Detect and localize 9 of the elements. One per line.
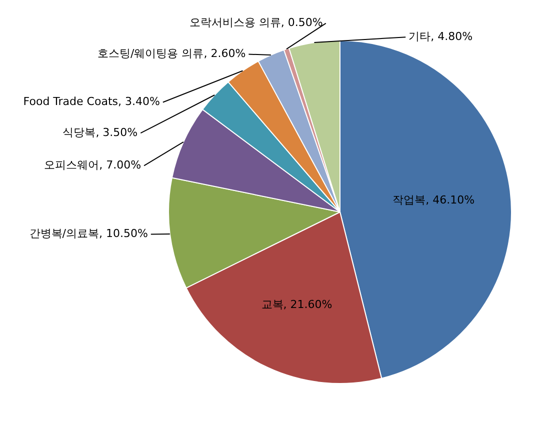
- slice-label: 식당복, 3.50%: [62, 126, 138, 139]
- slice-label: 간병복/의료복, 10.50%: [29, 227, 148, 240]
- slice-label: 호스팅/웨이팅용 의류, 2.60%: [98, 47, 246, 60]
- slice-label: 교복, 21.60%: [261, 298, 332, 312]
- slice-label: 오락서비스용 의류, 0.50%: [189, 16, 323, 30]
- slice-label: Food Trade Coats, 3.40%: [23, 95, 160, 108]
- slice-label: 작업복, 46.10%: [392, 193, 475, 206]
- slice-label: 기타, 4.80%: [408, 30, 473, 43]
- slice-label: 오피스웨어, 7.00%: [44, 158, 142, 172]
